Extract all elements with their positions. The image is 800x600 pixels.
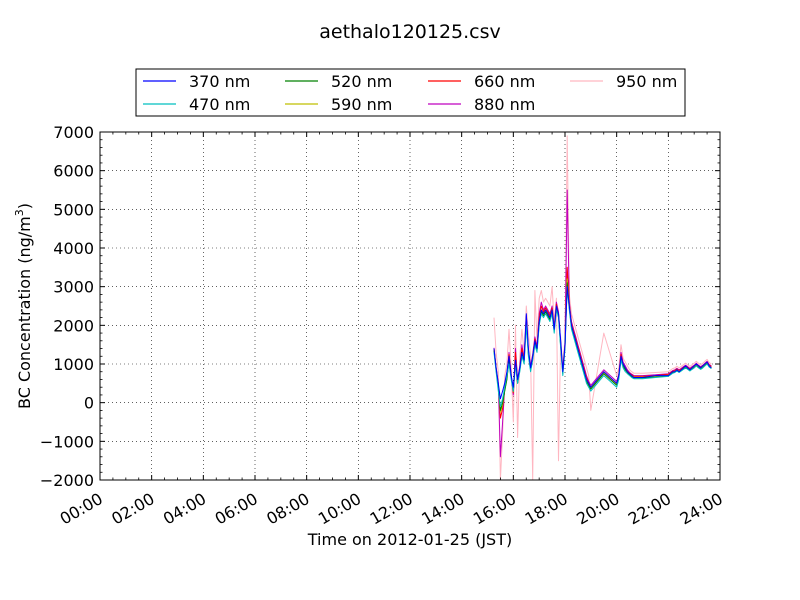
y-tick-label: 6000: [53, 162, 94, 181]
legend-label-660-nm: 660 nm: [474, 72, 535, 91]
y-axis-label-tail: ): [15, 203, 34, 209]
y-tick-label: 2000: [53, 316, 94, 335]
series-line-950-nm: [493, 135, 712, 481]
plot-lines: [493, 135, 712, 481]
y-tick-label: 3000: [53, 278, 94, 297]
x-axis-label: Time on 2012-01-25 (JST): [307, 530, 512, 549]
y-tick-label: −2000: [40, 471, 94, 490]
y-tick-label: 0: [84, 394, 94, 413]
chart-title: aethalo120125.csv: [319, 21, 501, 43]
y-tick-label: 5000: [53, 200, 94, 219]
legend-label-590-nm: 590 nm: [331, 95, 392, 114]
legend: 370 nm 470 nm 520 nm 590 nm 660 nm 880 nm 950 …: [135, 68, 686, 117]
axis-ticks: [99, 131, 721, 481]
legend-label-880-nm: 880 nm: [474, 95, 535, 114]
legend-items: 370 nm 470 nm 520 nm 590 nm 660 nm 880 nm 950 …: [143, 72, 677, 114]
y-tick-label: 7000: [53, 123, 94, 142]
legend-label-470-nm: 470 nm: [189, 95, 250, 114]
series-line-880-nm: [493, 189, 712, 458]
y-tick-label: 1000: [53, 355, 94, 374]
y-tick-label: −1000: [40, 432, 94, 451]
y-axis-label-superscript: 3: [13, 209, 26, 216]
y-axis-label: BC Concentration (ng/m3): [13, 203, 34, 409]
y-tick-label: 4000: [53, 239, 94, 258]
y-axis-label-main: BC Concentration (ng/m: [15, 216, 34, 409]
legend-box: [135, 68, 686, 117]
legend-label-370-nm: 370 nm: [189, 72, 250, 91]
y-tick-labels: −2000 −1000 0 1000 2000 3000 4000 5000 6000 7000: [40, 123, 94, 490]
series-line-470-nm: [493, 286, 712, 407]
legend-label-520-nm: 520 nm: [331, 72, 392, 91]
grid: [100, 132, 720, 480]
series-line-370-nm: [493, 286, 712, 400]
legend-label-950-nm: 950 nm: [616, 72, 677, 91]
